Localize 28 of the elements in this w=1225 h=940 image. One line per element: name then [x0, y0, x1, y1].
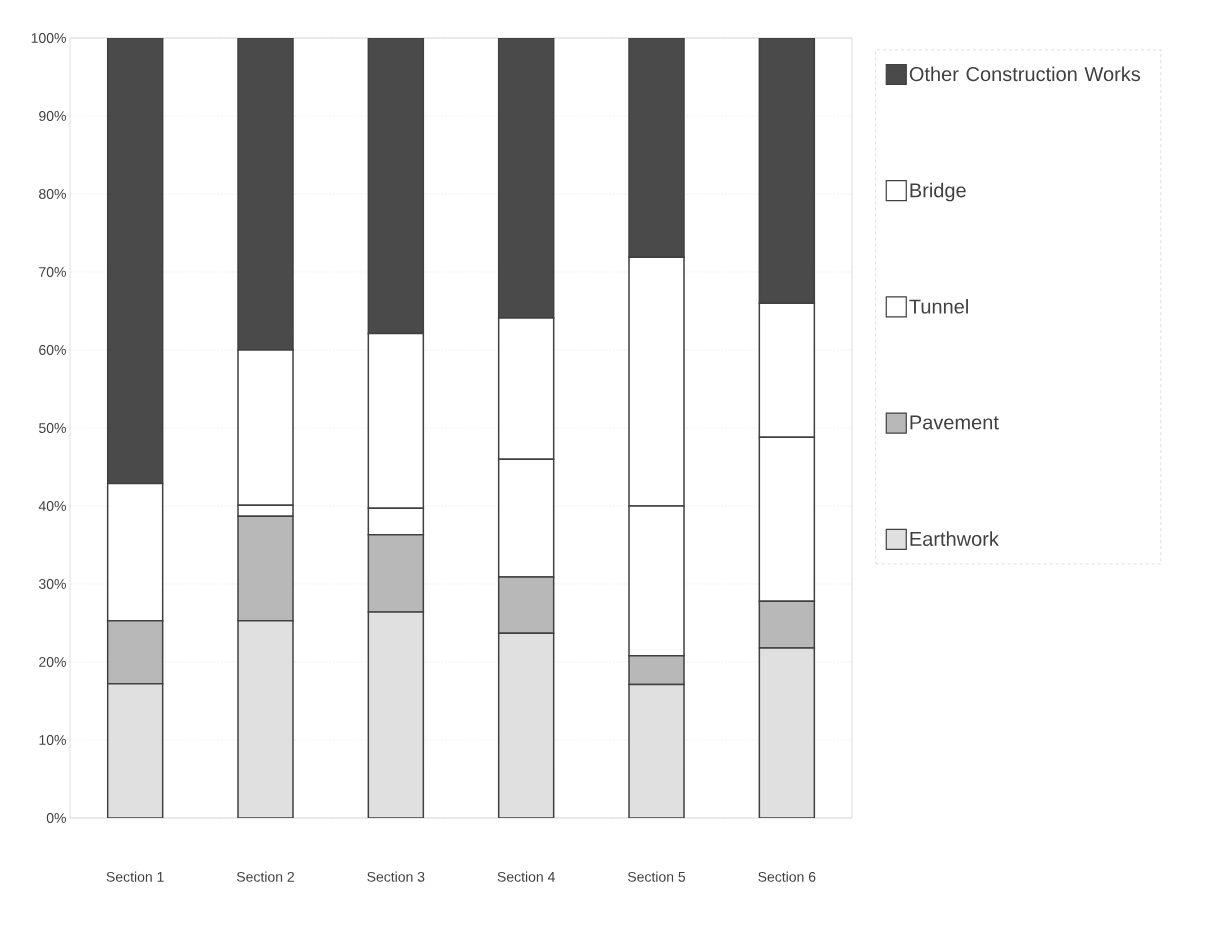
- bar: [106, 683, 164, 818]
- y-tick-label: 70%: [39, 267, 66, 277]
- y-tick-label: 20%: [39, 657, 66, 667]
- y-tick-label: 90%: [39, 111, 66, 121]
- y-tick-label: 0%: [46, 813, 66, 823]
- legend-label: Earthwork: [910, 531, 999, 546]
- bar: [497, 632, 555, 818]
- y-tick-label: 60%: [39, 345, 66, 355]
- y-tick-label: 30%: [38, 579, 66, 589]
- x-tick-label: Section 1: [106, 871, 164, 882]
- y-tick-label: 100%: [31, 33, 66, 43]
- y-tick-label: 10%: [39, 735, 66, 745]
- x-tick-label: Section 4: [497, 871, 555, 882]
- x-tick-label: Section 5: [627, 871, 686, 882]
- y-tick-label: 80%: [39, 189, 66, 199]
- x-tick-label: Section 6: [758, 871, 816, 882]
- y-tick-label: 50%: [39, 423, 66, 433]
- legend-label: Bridge: [910, 182, 966, 202]
- x-tick-label: Section 3: [367, 871, 425, 882]
- legend-label: Other Construction Works: [909, 66, 1141, 82]
- legend-label: Pavement: [910, 415, 999, 430]
- bar: [628, 683, 685, 818]
- bar: [367, 611, 425, 818]
- x-tick-label: Section 2: [236, 871, 294, 882]
- bar: [758, 647, 816, 818]
- y-tick-label: 40%: [38, 501, 66, 511]
- legend-label: Tunnel: [909, 298, 968, 314]
- bar: [237, 619, 294, 818]
